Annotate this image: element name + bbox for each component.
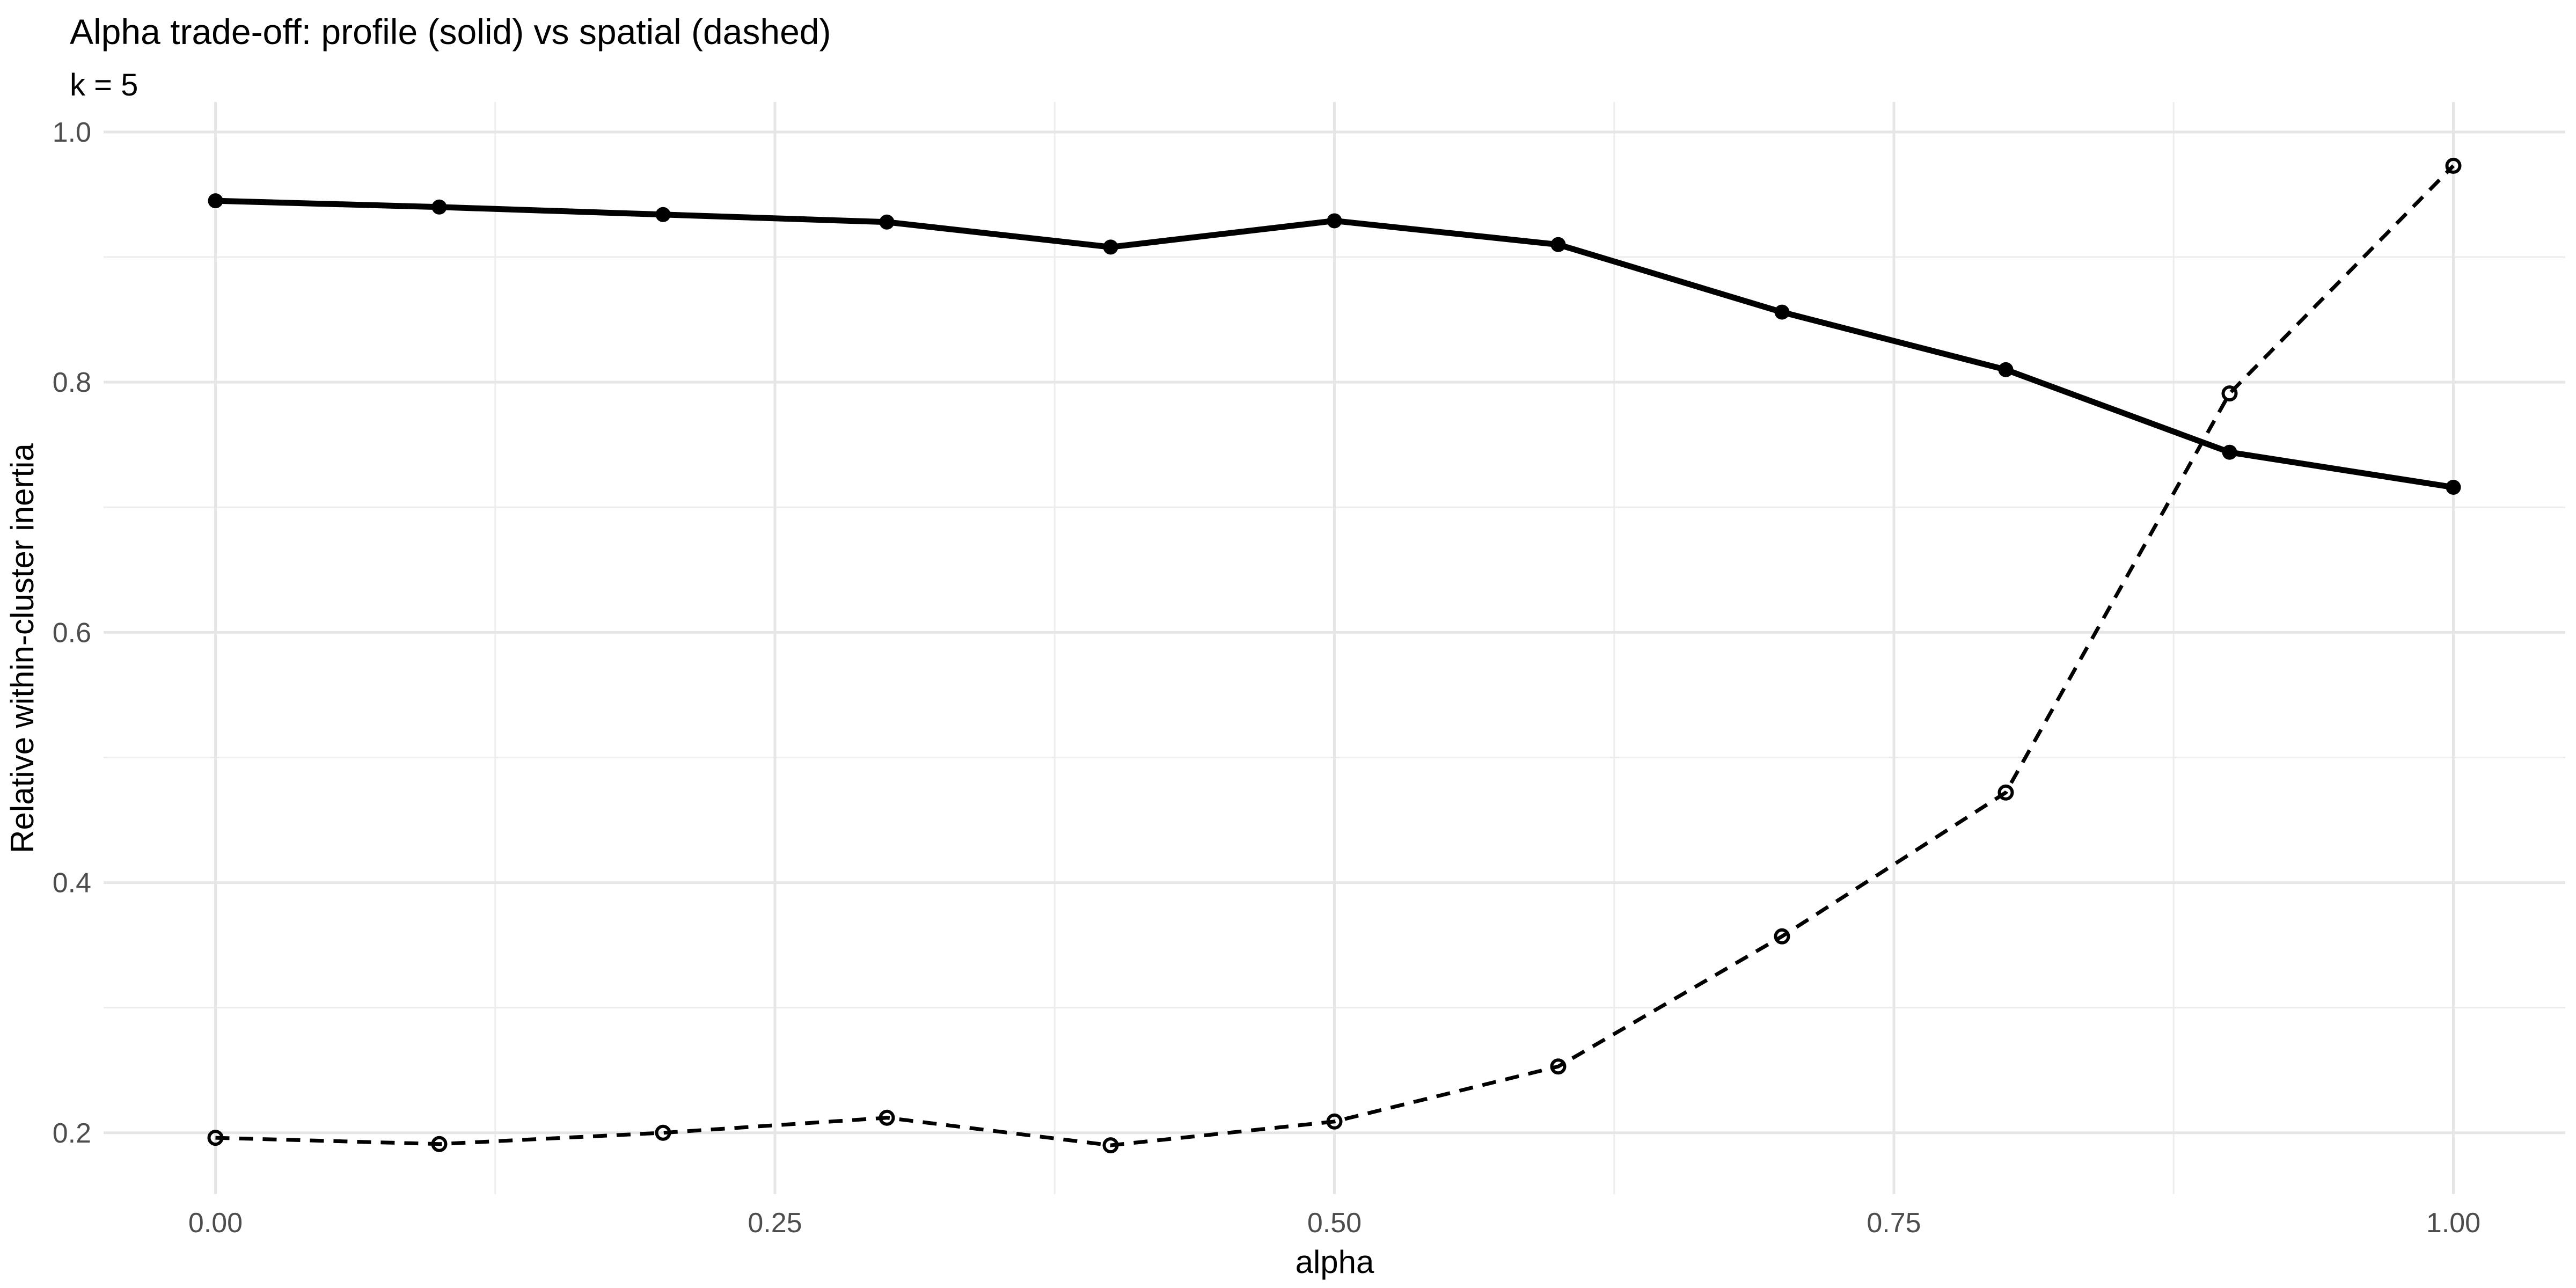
- profile-point: [2222, 444, 2237, 460]
- profile-point: [208, 193, 223, 209]
- profile-point: [1327, 213, 1342, 229]
- spatial-point: [1774, 928, 1790, 945]
- spatial-point: [879, 1109, 895, 1126]
- data-series: [207, 157, 2462, 1154]
- plot-title: Alpha trade-off: profile (solid) vs spat…: [70, 12, 831, 52]
- y-tick-label: 0.6: [53, 617, 91, 648]
- spatial-point: [2445, 157, 2462, 174]
- y-tick-label: 0.8: [53, 367, 91, 398]
- x-tick-label: 0.75: [1867, 1208, 1921, 1239]
- profile-point: [879, 214, 895, 230]
- profile-point: [1103, 239, 1118, 255]
- spatial-point: [2221, 385, 2238, 402]
- spatial-point: [1326, 1113, 1343, 1130]
- axis-tick-labels: 0.2 0.4 0.6 0.8 1.0 0.00 0.25 0.50 0.75 1.00: [53, 117, 2480, 1239]
- x-axis-title: alpha: [1296, 1244, 1374, 1280]
- spatial-point: [1550, 1058, 1567, 1075]
- y-axis-title: Relative within-cluster inertia: [4, 443, 40, 853]
- spatial-point: [207, 1130, 224, 1146]
- profile-point: [1550, 237, 1566, 252]
- x-tick-label: 0.00: [188, 1208, 243, 1239]
- plot-subtitle: k = 5: [70, 68, 138, 103]
- spatial-point: [431, 1136, 448, 1152]
- spatial-point: [655, 1124, 671, 1141]
- y-tick-label: 0.2: [53, 1118, 91, 1149]
- x-tick-label: 0.25: [748, 1208, 802, 1239]
- x-tick-label: 0.50: [1307, 1208, 1362, 1239]
- spatial-point: [1997, 784, 2014, 801]
- spatial-point: [1102, 1137, 1119, 1154]
- profile-point: [1998, 362, 2014, 377]
- profile-point: [2446, 479, 2461, 495]
- x-tick-label: 1.00: [2426, 1208, 2480, 1239]
- profile-point: [431, 199, 447, 215]
- major-gridlines: [104, 102, 2565, 1194]
- profile-point: [1774, 304, 1790, 320]
- y-tick-label: 0.4: [53, 868, 91, 899]
- y-tick-label: 1.0: [53, 117, 91, 148]
- profile-point: [655, 207, 671, 222]
- spatial-line: [215, 164, 2455, 1147]
